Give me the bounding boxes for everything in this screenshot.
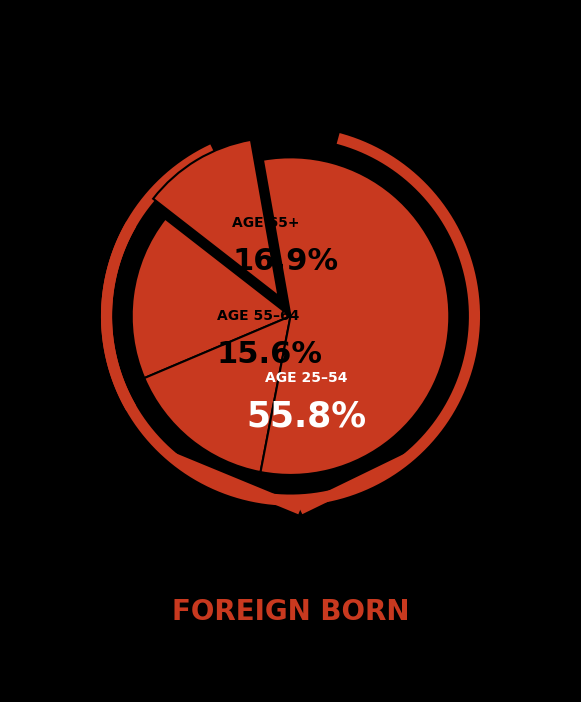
Text: AGE 25–54: AGE 25–54 xyxy=(265,371,347,385)
Wedge shape xyxy=(132,218,290,378)
Text: 15.6%: 15.6% xyxy=(217,340,323,369)
Wedge shape xyxy=(144,316,290,472)
Text: 55.8%: 55.8% xyxy=(246,400,366,434)
Wedge shape xyxy=(260,157,449,475)
Text: FOREIGN BORN: FOREIGN BORN xyxy=(172,598,409,626)
Text: AGE 65+: AGE 65+ xyxy=(232,216,300,230)
Text: AGE 55–64: AGE 55–64 xyxy=(217,309,299,323)
Wedge shape xyxy=(153,140,278,296)
Text: 16.9%: 16.9% xyxy=(232,247,339,277)
